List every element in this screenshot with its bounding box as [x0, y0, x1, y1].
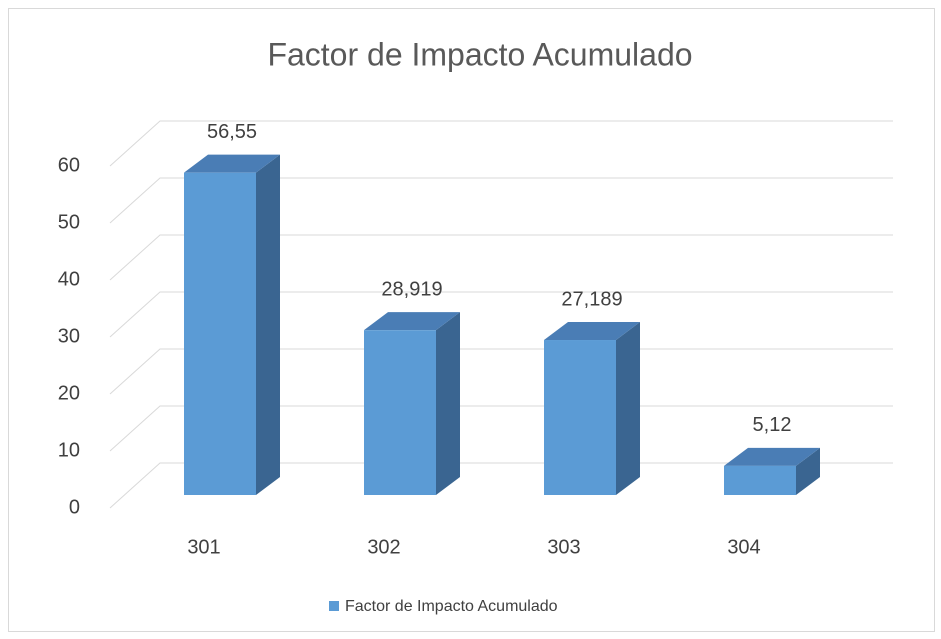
bar-top [364, 312, 460, 331]
x-tick-label: 304 [727, 536, 760, 558]
grid-line [109, 120, 893, 167]
bar [364, 330, 436, 495]
grid-line [109, 177, 893, 224]
chart-title: Factor de Impacto Acumulado [267, 36, 692, 72]
y-tick-label: 10 [58, 439, 80, 461]
data-label: 56,55 [207, 121, 257, 143]
bar-top [724, 447, 820, 466]
y-tick-label: 60 [58, 154, 80, 176]
bar [184, 172, 256, 496]
grid-line [109, 291, 893, 338]
x-tick-label: 303 [547, 536, 580, 558]
chart-frame [8, 8, 935, 632]
x-tick-label: 301 [187, 536, 220, 558]
y-tick-label: 40 [58, 268, 80, 290]
bar-side [616, 322, 640, 495]
y-tick-label: 50 [58, 211, 80, 233]
x-tick-label: 302 [367, 536, 400, 558]
y-tick-label: 0 [69, 496, 80, 518]
bar-top [544, 322, 640, 341]
bar-side [436, 312, 460, 495]
bar-top [184, 154, 280, 173]
bar [544, 340, 616, 495]
grid-line [109, 234, 893, 281]
y-tick-label: 20 [58, 382, 80, 404]
y-tick-label: 30 [58, 325, 80, 347]
data-label: 5,12 [753, 414, 792, 436]
legend-label: Factor de Impacto Acumulado [345, 598, 558, 615]
grid-line [109, 462, 893, 509]
grid-line [109, 348, 893, 395]
bar-side [256, 154, 280, 496]
data-label: 27,189 [561, 288, 622, 310]
bar-side [796, 447, 820, 495]
data-label: 28,919 [381, 278, 442, 300]
bar [724, 465, 796, 495]
grid-line [109, 405, 893, 452]
legend-swatch [329, 601, 339, 611]
